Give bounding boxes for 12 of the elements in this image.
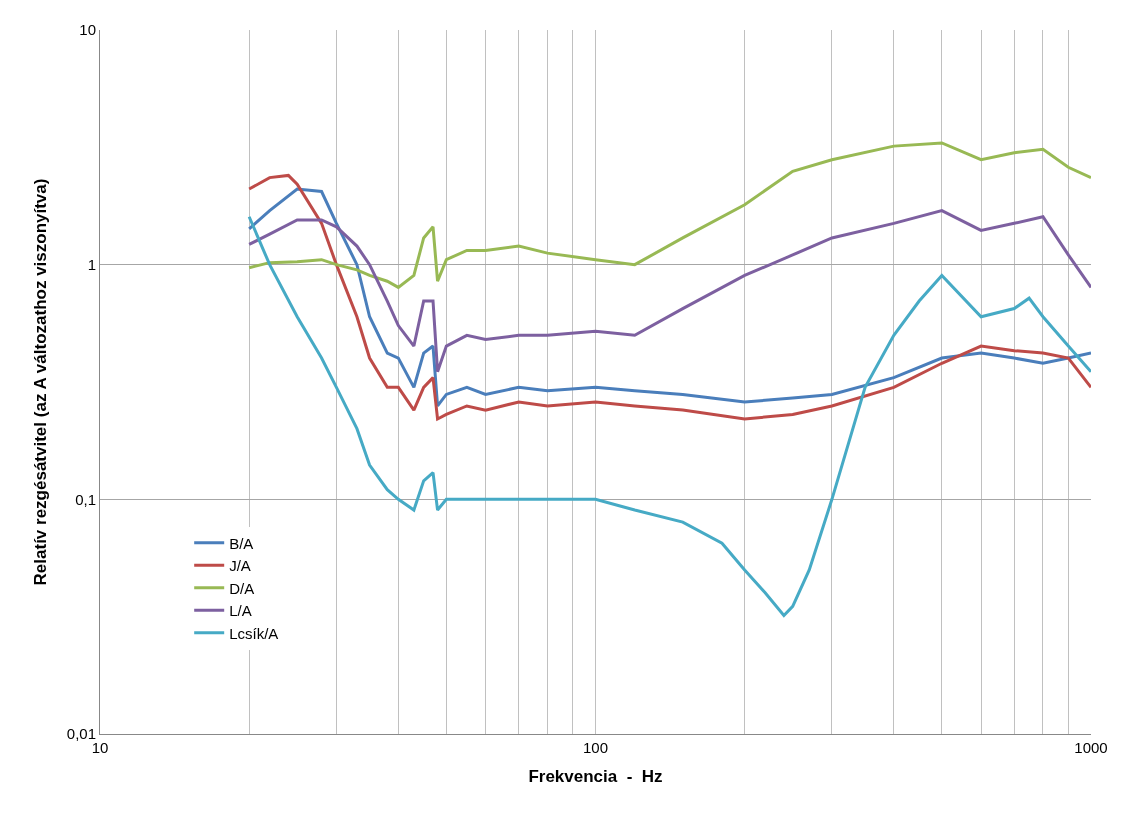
y-tick-label: 0,1: [75, 490, 96, 508]
x-axis-title: Frekvencia - Hz: [528, 767, 663, 787]
x-tick-label: 100: [582, 739, 609, 756]
legend-label: D/A: [229, 579, 255, 597]
legend-label: Lcsík/A: [229, 624, 279, 642]
legend-label: B/A: [229, 534, 254, 552]
legend-label: J/A: [229, 557, 251, 575]
x-tick-label: 1000: [1074, 739, 1108, 756]
legend-label: L/A: [229, 602, 252, 620]
y-axis-title: Relatív rezgésátvitel (az A változathoz viszonyítva): [31, 178, 51, 586]
y-tick-label: 1: [87, 255, 96, 273]
y-tick-label: 10: [79, 21, 96, 39]
